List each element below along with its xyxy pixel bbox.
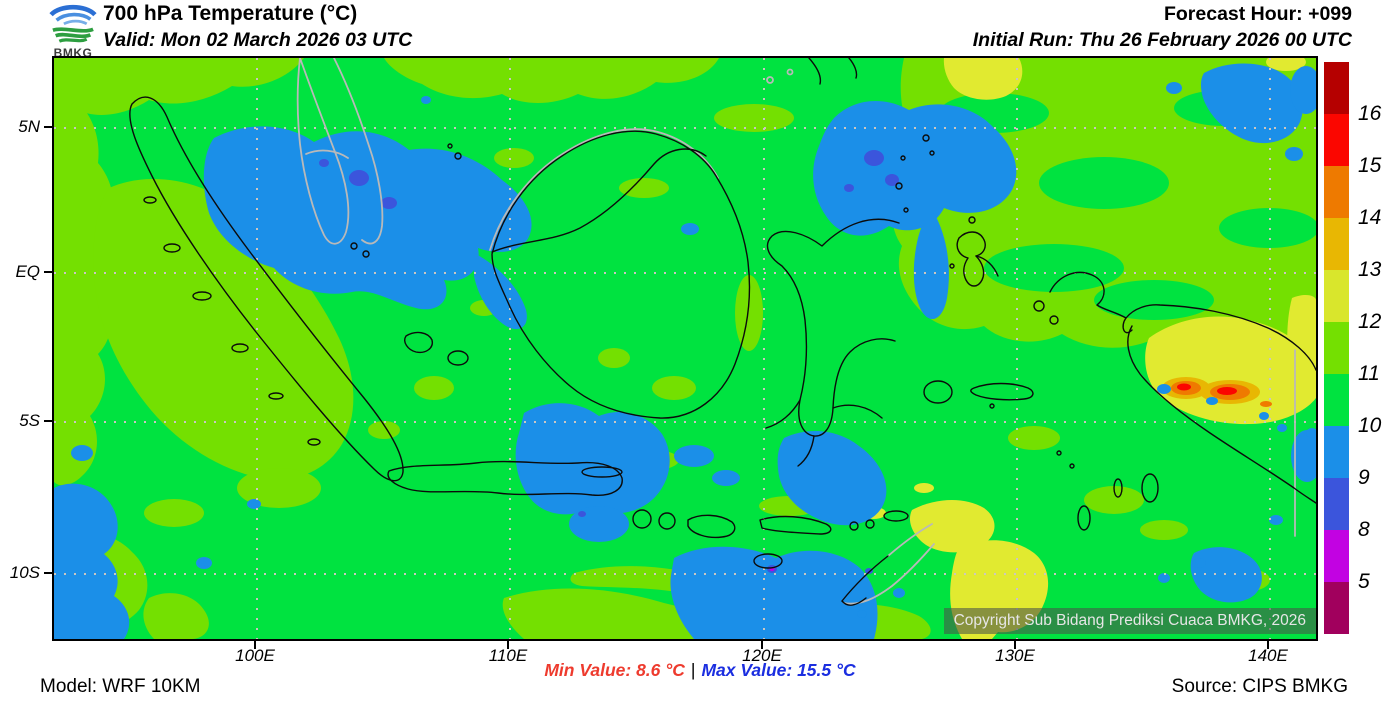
lat-label-5s: 5S [19, 411, 40, 430]
lon-tick [761, 641, 763, 649]
lat-tick [44, 271, 53, 273]
colorbar-label: 13 [1358, 258, 1382, 281]
initial-run: Initial Run: Thu 26 February 2026 00 UTC [972, 29, 1352, 51]
colorbar-label: 16 [1358, 102, 1382, 125]
colorbar-segment [1324, 530, 1349, 582]
lon-label-140e: 140E [1248, 646, 1288, 665]
bmkg-logo-icon [49, 4, 97, 43]
colorbar: 16 15 14 13 12 11 10 9 8 5 [1324, 62, 1381, 634]
page-title: 700 hPa Temperature (°C) [103, 2, 358, 25]
colorbar-segment [1324, 478, 1349, 530]
colorbar-segment [1324, 270, 1349, 322]
copyright-watermark: Copyright Sub Bidang Prediksi Cuaca BMKG… [943, 608, 1316, 634]
colorbar-label: 12 [1358, 310, 1382, 333]
colorbar-segment [1324, 218, 1349, 270]
lon-tick [1267, 641, 1269, 649]
coastlines [129, 58, 1316, 606]
colorbar-label: 10 [1358, 414, 1382, 437]
minmax-line: Min Value: 8.6 °C | Max Value: 15.5 °C [0, 660, 1400, 681]
colorbar-segment [1324, 582, 1349, 634]
lon-tick [254, 641, 256, 649]
lat-tick [44, 420, 53, 422]
colorbar-label: 14 [1358, 206, 1382, 229]
valid-time: Valid: Mon 02 March 2026 03 UTC [103, 29, 413, 51]
colorbar-label: 9 [1358, 466, 1370, 489]
model-label: Model: WRF 10KM [40, 676, 201, 697]
colorbar-segment [1324, 166, 1349, 218]
lat-tick [44, 572, 53, 574]
forecast-hour: Forecast Hour: +099 [1163, 3, 1352, 25]
colorbar-segment [1324, 114, 1349, 166]
lat-label-5n: 5N [18, 117, 40, 136]
lon-label-130e: 130E [995, 646, 1035, 665]
colorbar-segment [1324, 322, 1349, 374]
colorbar-label: 8 [1358, 518, 1370, 541]
lat-tick [44, 126, 53, 128]
lon-label-100e: 100E [235, 646, 275, 665]
colorbar-segment [1324, 62, 1349, 114]
lon-tick [1014, 641, 1016, 649]
colorbar-segment [1324, 374, 1349, 426]
colorbar-label: 11 [1358, 362, 1380, 385]
lat-label-10s: 10S [9, 563, 40, 582]
map-canvas [54, 58, 1316, 639]
minmax-separator: | [690, 660, 696, 680]
lon-label-120e: 120E [742, 646, 782, 665]
source-label: Source: CIPS BMKG [1171, 676, 1348, 697]
lon-tick [507, 641, 509, 649]
graticule [54, 58, 1316, 639]
min-value: Min Value: 8.6 °C [544, 660, 685, 680]
map-frame: Copyright Sub Bidang Prediksi Cuaca BMKG… [52, 56, 1318, 641]
header-right: Forecast Hour: +099 Initial Run: Thu 26 … [973, 3, 1352, 52]
bmkg-logo: BMKG [44, 1, 102, 59]
lat-label-eq: EQ [15, 262, 40, 281]
colorbar-label: 5 [1358, 570, 1370, 593]
lon-label-110e: 110E [488, 646, 528, 665]
max-value: Max Value: 15.5 °C [701, 660, 856, 680]
colorbar-segment [1324, 426, 1349, 478]
colorbar-label: 15 [1358, 154, 1382, 177]
